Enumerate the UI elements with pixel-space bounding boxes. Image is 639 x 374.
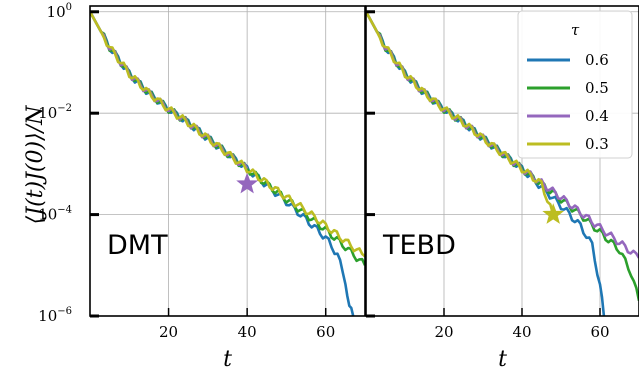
panel-title: DMT [107, 230, 168, 261]
panel-dmt: 20 40 60 t DMT [89, 5, 366, 372]
series-group [90, 11, 365, 316]
y-tick-label: 100 [47, 2, 72, 21]
series-line-dmt-0-5 [90, 11, 365, 266]
series-line-tebd-0-5 [366, 11, 639, 301]
legend-label: 0.6 [585, 51, 609, 69]
legend-label: 0.3 [585, 135, 609, 153]
series-line-dmt-0-6 [90, 11, 355, 316]
y-tick-label: 10−6 [38, 306, 72, 325]
panel-frame [365, 5, 639, 317]
x-tick-label: 60 [316, 323, 335, 341]
star-marker [236, 172, 259, 194]
series-line-dmt-0-3 [90, 11, 365, 258]
legend-label: 0.5 [585, 79, 609, 97]
legend-title: τ [571, 21, 580, 39]
x-axis-label: t [498, 347, 507, 372]
panel-title: TEBD [382, 230, 456, 261]
x-tick-label: 20 [159, 323, 178, 341]
panel-frame [89, 5, 366, 317]
x-tick-label: 60 [590, 323, 609, 341]
y-tick-label: 10−4 [38, 205, 72, 224]
star-marker [542, 203, 565, 224]
y-axis-label: ⟨J(t)J(0)⟩/N [23, 105, 48, 224]
y-tick-label: 10−2 [38, 103, 72, 122]
x-axis-label: t [223, 347, 232, 372]
x-tick-label: 40 [238, 323, 257, 341]
legend-label: 0.4 [585, 107, 609, 125]
x-tick-label: 40 [512, 323, 531, 341]
series-line-tebd-0-3 [366, 11, 555, 215]
x-tick-label: 20 [434, 323, 453, 341]
legend-box [517, 10, 633, 159]
panels-layer: 10−6 10−4 10−2 100 20 40 60 t DMT 20 40 60 t TEBD τ 0.6… [38, 2, 639, 372]
series-group [366, 11, 639, 316]
legend: τ 0.6 0.5 0.4 0.3 [517, 10, 633, 159]
